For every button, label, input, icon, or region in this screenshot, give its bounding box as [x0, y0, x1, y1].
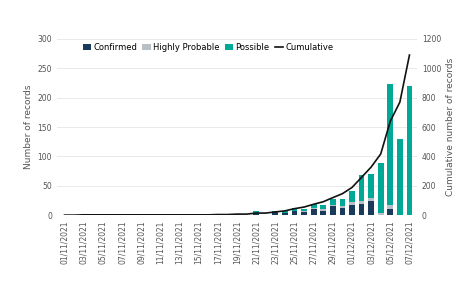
Bar	[311, 204, 317, 208]
Bar	[407, 86, 412, 215]
Bar	[301, 209, 307, 211]
Bar	[339, 208, 345, 215]
Bar	[359, 204, 365, 215]
Bar	[387, 205, 393, 209]
Bar	[349, 202, 355, 205]
Bar	[349, 205, 355, 215]
Bar	[301, 211, 307, 212]
Bar	[282, 211, 288, 213]
Bar	[301, 212, 307, 215]
Bar	[234, 213, 240, 215]
Bar	[368, 174, 374, 198]
Bar	[387, 209, 393, 215]
Bar	[397, 139, 403, 215]
Bar	[349, 190, 355, 202]
Bar	[368, 198, 374, 201]
Bar	[320, 210, 326, 215]
Bar	[320, 205, 326, 209]
Legend: Confirmed, Highly Probable, Possible, Cumulative: Confirmed, Highly Probable, Possible, Cu…	[82, 43, 334, 52]
Bar	[330, 205, 336, 206]
Bar	[359, 175, 365, 201]
Bar	[359, 201, 365, 204]
Y-axis label: Cumulative number of records: Cumulative number of records	[446, 58, 455, 196]
Bar	[311, 208, 317, 209]
Bar	[292, 211, 297, 215]
Bar	[311, 209, 317, 215]
Bar	[273, 210, 278, 212]
Bar	[282, 213, 288, 215]
Bar	[339, 206, 345, 208]
Bar	[387, 84, 393, 205]
Bar	[253, 211, 259, 214]
Bar	[320, 209, 326, 210]
Bar	[330, 206, 336, 215]
Bar	[378, 163, 383, 213]
Bar	[339, 199, 345, 206]
Bar	[330, 199, 336, 205]
Bar	[292, 210, 297, 211]
Bar	[273, 212, 278, 215]
Bar	[292, 208, 297, 210]
Bar	[215, 214, 221, 215]
Bar	[368, 201, 374, 215]
Bar	[378, 213, 383, 215]
Y-axis label: Number of records: Number of records	[24, 85, 33, 169]
Bar	[253, 214, 259, 215]
Bar	[81, 214, 87, 215]
